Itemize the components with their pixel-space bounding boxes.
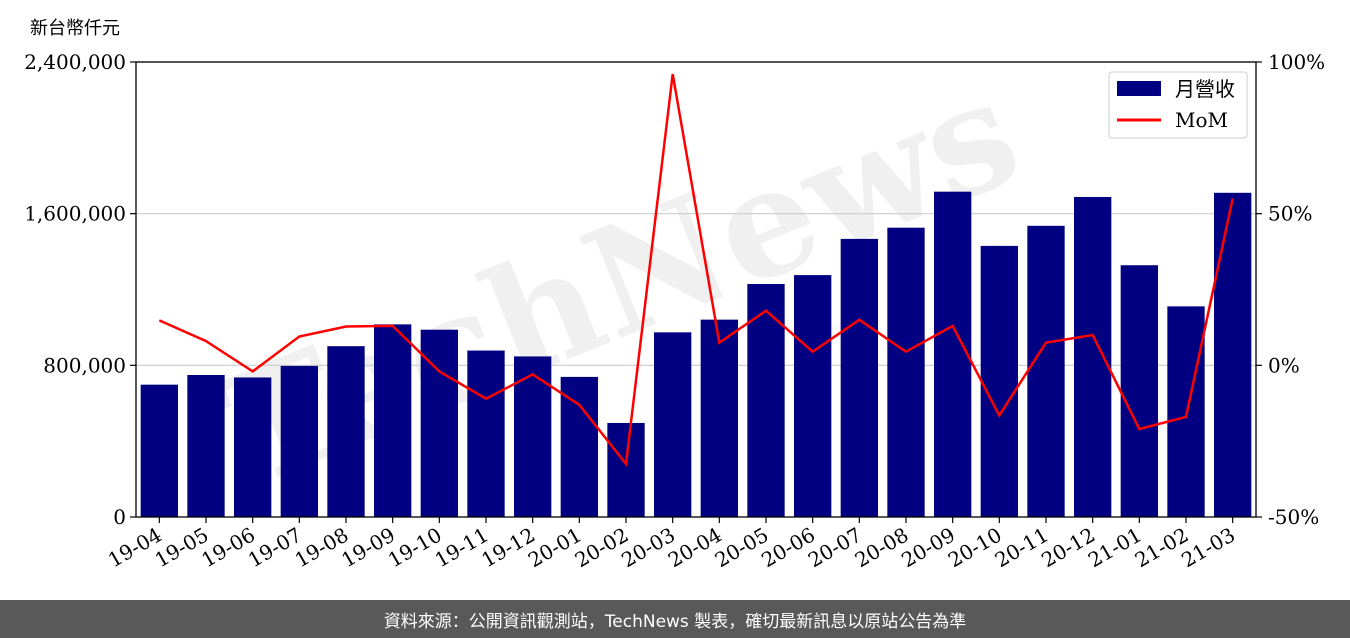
x-tick-label: 21-03: [1177, 523, 1239, 573]
bar-19-11: [467, 350, 505, 517]
bar-20-06: [794, 275, 832, 517]
bar-19-06: [234, 377, 272, 517]
plot-frame: [135, 61, 1257, 518]
y2-tick-label: 50%: [1268, 202, 1312, 226]
y2-tick-label: 0%: [1268, 353, 1300, 377]
bar-19-08: [327, 346, 365, 517]
y-tick-label: 1,600,000: [24, 202, 126, 226]
chart: 新台幣仟元 TechNews 0 800,000 1,600,000 2,400,000…: [24, 18, 1325, 573]
y-tick-label: 2,400,000: [24, 50, 126, 74]
source-text: 資料來源：公開資訊觀測站，TechNews 製表，確切最新訊息以原站公告為準: [383, 611, 967, 632]
y-axis-unit-label: 新台幣仟元: [30, 18, 120, 39]
bar-20-09: [934, 191, 972, 518]
y2-tick-label: 100%: [1268, 50, 1325, 74]
bar-20-11: [1027, 225, 1065, 518]
legend-swatch-revenue: [1117, 81, 1161, 96]
bar-20-04: [700, 319, 738, 517]
legend-label-revenue: 月營收: [1175, 77, 1235, 101]
source-footer: 資料來源：公開資訊觀測站，TechNews 製表，確切最新訊息以原站公告為準: [0, 600, 1350, 638]
bar-19-07: [280, 365, 318, 517]
y-tick-label: 0: [113, 505, 126, 529]
chart-svg: TechNews0800,0001,600,0002,400,000-50%0%…: [24, 44, 1325, 573]
bar-20-10: [980, 245, 1018, 518]
bar-20-02: [607, 422, 645, 517]
bar-20-12: [1074, 196, 1112, 517]
bar-20-08: [887, 227, 925, 517]
y2-tick-label: -50%: [1268, 505, 1319, 529]
bar-20-03: [654, 332, 692, 517]
bar-21-01: [1120, 265, 1158, 517]
bar-19-04: [140, 384, 178, 517]
bar-20-01: [560, 376, 598, 517]
mom-line: [158, 73, 1234, 468]
bar-19-05: [187, 375, 225, 517]
legend: 月營收 MoM: [1108, 71, 1248, 139]
y-tick-label: 800,000: [43, 353, 126, 377]
bar-21-03: [1214, 192, 1252, 517]
bar-19-09: [374, 324, 412, 517]
bar-20-07: [840, 238, 878, 517]
legend-label-mom: MoM: [1175, 108, 1228, 132]
